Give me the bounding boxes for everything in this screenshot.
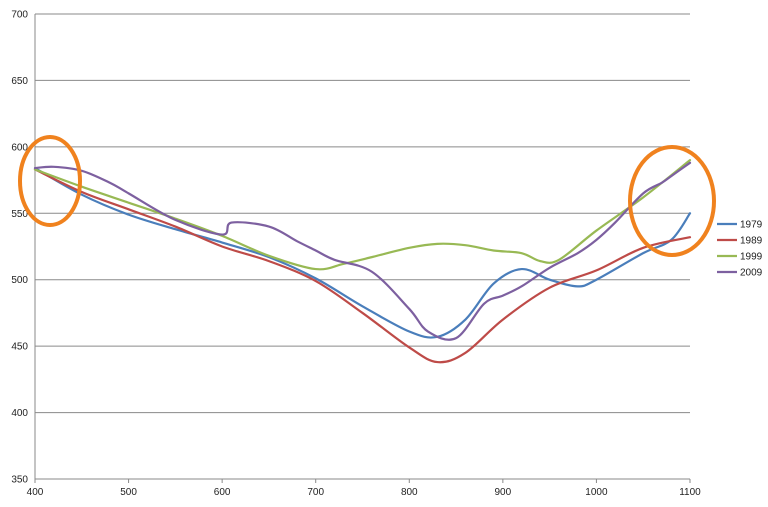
legend-label-1989: 1989	[740, 236, 763, 247]
legend-label-1999: 1999	[740, 252, 763, 263]
y-tick-label: 400	[11, 408, 28, 419]
legend-label-2009: 2009	[740, 268, 763, 279]
series-line-1989	[33, 168, 692, 364]
x-tick-label: 900	[495, 487, 512, 498]
x-tick-label: 500	[120, 487, 137, 498]
x-tick-label: 1100	[679, 487, 701, 498]
x-tick-label: 400	[27, 487, 44, 498]
legend: 1979 1989 1999 2009	[717, 220, 763, 279]
y-tick-label: 700	[11, 10, 28, 21]
series-lines	[33, 159, 692, 364]
y-tick-label: 500	[11, 275, 28, 286]
series-line-1999	[33, 159, 692, 271]
y-tick-label: 550	[11, 209, 28, 220]
highlight-ellipse-right-edge	[628, 145, 716, 257]
y-tick-label: 650	[11, 76, 28, 87]
series-line-2009	[33, 161, 692, 341]
y-tick-label: 450	[11, 342, 28, 353]
x-tick-label: 700	[307, 487, 324, 498]
y-tick-label: 600	[11, 142, 28, 153]
annotations	[18, 135, 716, 257]
x-tick-label: 800	[401, 487, 418, 498]
legend-label-1979: 1979	[740, 220, 763, 231]
x-tick-label: 1000	[585, 487, 608, 498]
x-tick-label: 600	[214, 487, 231, 498]
y-tick-label: 350	[11, 475, 28, 486]
highlight-ellipse-left-edge	[18, 135, 82, 227]
